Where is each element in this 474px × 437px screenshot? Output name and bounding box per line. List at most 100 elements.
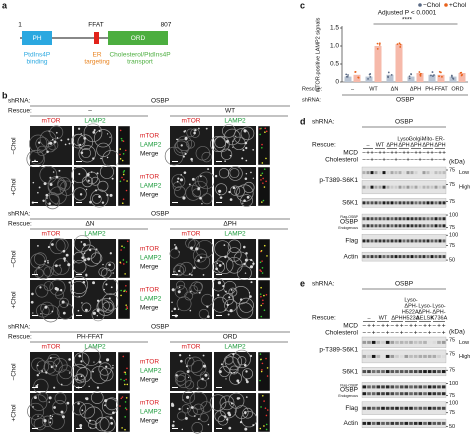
puncta [179, 178, 184, 182]
label: OSBP [395, 281, 413, 288]
puncta [252, 424, 255, 427]
band [382, 224, 386, 228]
puncta [66, 401, 70, 405]
band [402, 217, 406, 221]
y-axis-label: mTOR-positive LAMP2 signals [315, 17, 321, 92]
puncta [89, 419, 92, 422]
puncta [189, 357, 191, 360]
puncta [246, 380, 249, 384]
cell [174, 186, 186, 198]
puncta [37, 415, 39, 417]
band [362, 406, 367, 410]
band [395, 392, 399, 396]
bar [386, 74, 394, 82]
puncta [81, 256, 85, 259]
label: + [423, 323, 427, 330]
band [362, 385, 367, 389]
label: Lyso- [397, 136, 410, 142]
puncta [95, 189, 98, 192]
puncta [232, 353, 235, 356]
band [374, 239, 378, 243]
puncta [51, 415, 54, 418]
band [366, 171, 370, 175]
band [367, 392, 371, 396]
band [428, 341, 432, 344]
cell [224, 355, 234, 365]
puncta [66, 304, 68, 306]
label: − [404, 330, 408, 337]
band [437, 385, 441, 389]
puncta [104, 404, 106, 407]
puncta [190, 246, 194, 250]
band [362, 239, 366, 243]
cell [36, 304, 50, 318]
cell [229, 185, 241, 196]
puncta [215, 267, 218, 271]
inset-puncta [260, 250, 263, 252]
puncta [96, 314, 99, 317]
dot [433, 74, 435, 76]
puncta [178, 251, 180, 253]
band [385, 392, 390, 396]
puncta [228, 413, 232, 417]
puncta [249, 295, 252, 298]
inset-puncta [122, 171, 125, 173]
y-tick-label: 1.0 [330, 43, 339, 50]
label: Low [459, 340, 469, 346]
puncta [105, 365, 108, 368]
band [378, 217, 382, 221]
band [437, 370, 441, 374]
label: − [398, 157, 402, 164]
puncta [217, 281, 221, 285]
label: + [406, 157, 410, 164]
label: Rescue: [302, 86, 323, 92]
band [390, 406, 395, 410]
inset-puncta [124, 373, 127, 375]
bar [407, 76, 415, 82]
puncta [222, 262, 225, 265]
label: − [418, 330, 422, 337]
inset-puncta [259, 128, 261, 130]
domain-ord [108, 31, 168, 45]
band [434, 217, 438, 221]
label: LAMP2 [84, 118, 106, 125]
puncta [55, 365, 58, 367]
puncta [180, 359, 183, 363]
band [395, 406, 399, 410]
condition-label: −Chol [11, 363, 18, 381]
puncta [41, 370, 44, 372]
inset-puncta [259, 269, 261, 271]
band [432, 385, 437, 389]
band [362, 421, 367, 425]
dot [378, 44, 381, 46]
label: H522A/ [402, 309, 421, 315]
inset-puncta [262, 299, 264, 302]
puncta [245, 252, 248, 255]
puncta [112, 272, 114, 274]
puncta [52, 171, 55, 173]
puncta [242, 149, 245, 152]
puncta [248, 292, 251, 294]
puncta [52, 138, 54, 141]
band [390, 354, 395, 358]
band [437, 406, 441, 410]
inset-puncta [126, 307, 129, 310]
band [394, 217, 398, 221]
puncta [45, 371, 48, 374]
band [431, 171, 434, 174]
band [437, 421, 441, 425]
inset-puncta [261, 260, 263, 262]
cell [237, 356, 247, 366]
band [395, 385, 399, 389]
blot-label: Actin [344, 420, 359, 427]
puncta [205, 127, 208, 130]
cell [177, 411, 187, 421]
scale-bar [172, 387, 178, 388]
band [398, 217, 402, 221]
label: OSBP [151, 324, 169, 331]
label: + [372, 323, 376, 330]
puncta [37, 191, 39, 194]
panel-letter: b [2, 90, 8, 100]
marker-label: 75 [449, 167, 455, 173]
puncta [239, 421, 243, 424]
